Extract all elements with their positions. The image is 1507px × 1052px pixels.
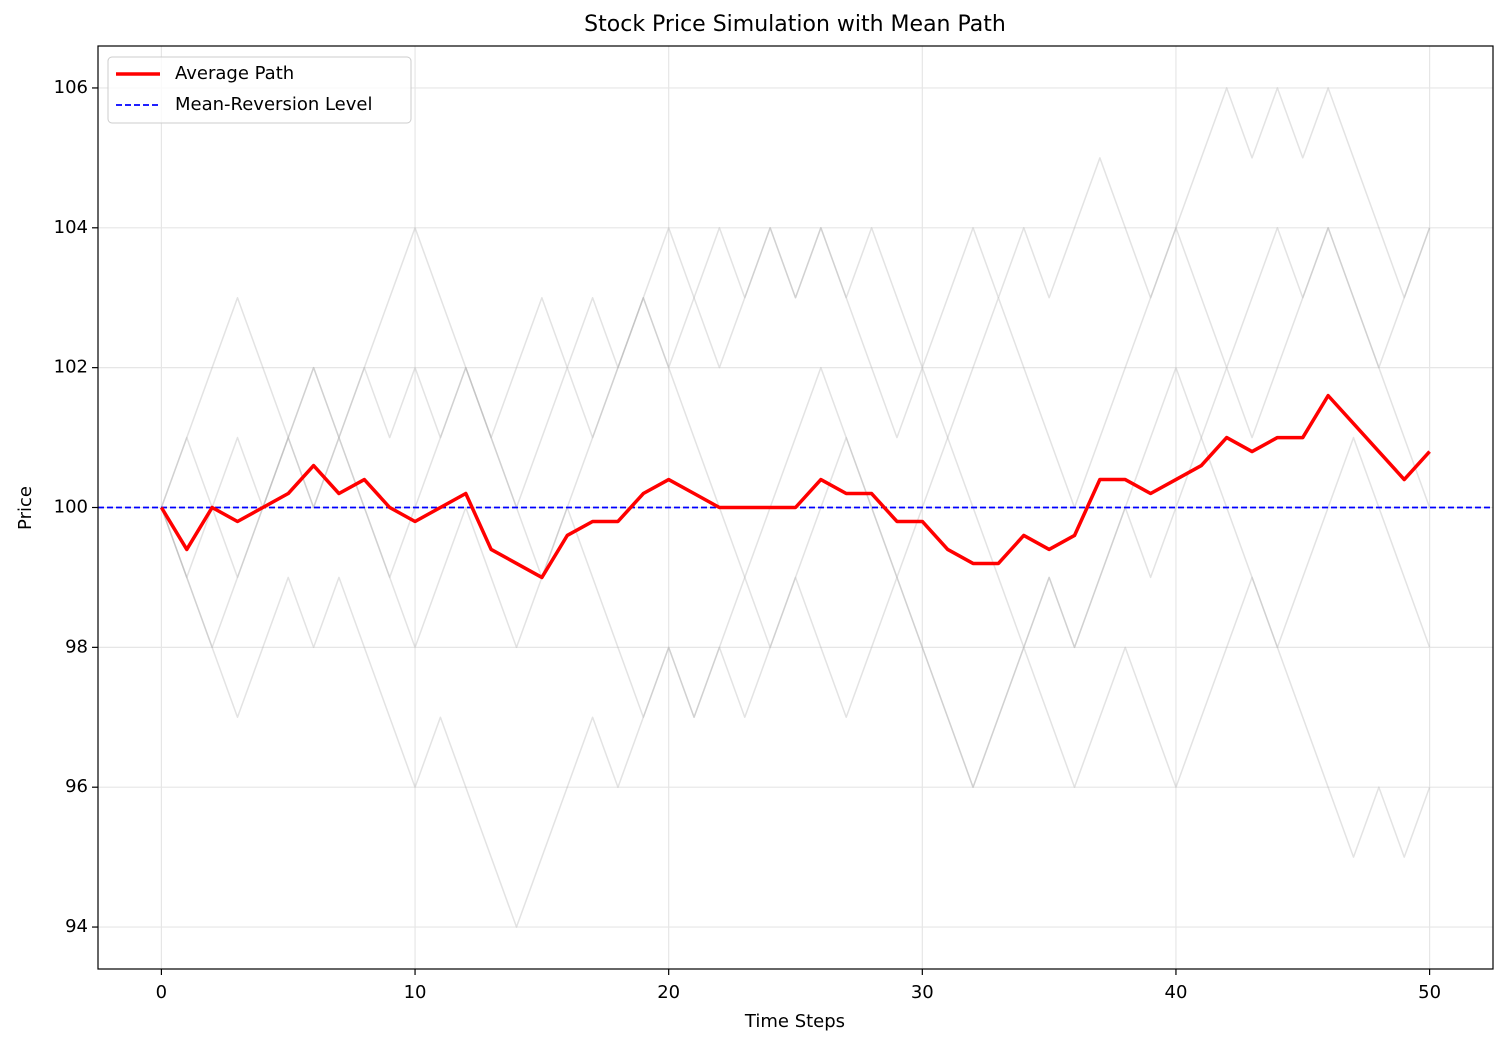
- x-tick-label: 10: [404, 982, 427, 1003]
- chart-title: Stock Price Simulation with Mean Path: [584, 12, 1006, 37]
- y-tick-label: 106: [54, 77, 88, 98]
- sim-path: [160, 507, 1431, 928]
- y-axis-label: Price: [15, 486, 36, 530]
- x-tick-label: 0: [156, 982, 167, 1003]
- y-tick-label: 104: [54, 217, 88, 238]
- sim-path: [160, 227, 1431, 649]
- sim-path: [160, 227, 1431, 649]
- plot-frame: [97, 45, 1494, 970]
- x-axis-label: Time Steps: [744, 1011, 845, 1032]
- x-tick-label: 50: [1418, 982, 1441, 1003]
- y-tick-label: 94: [65, 916, 88, 937]
- x-tick-label: 40: [1165, 982, 1188, 1003]
- y-tick-label: 102: [54, 357, 88, 378]
- y-tick-label: 100: [54, 497, 88, 518]
- legend-box: [107, 56, 412, 124]
- y-tick-label: 96: [65, 776, 88, 797]
- legend-label: Average Path: [175, 63, 294, 84]
- y-tick-label: 98: [65, 636, 88, 657]
- legend-label: Mean-Reversion Level: [175, 94, 372, 115]
- sim-path: [160, 87, 1431, 579]
- sim-path: [160, 366, 1431, 788]
- x-tick-label: 30: [911, 982, 934, 1003]
- x-tick-label: 20: [657, 982, 680, 1003]
- average-path: [159, 393, 1431, 580]
